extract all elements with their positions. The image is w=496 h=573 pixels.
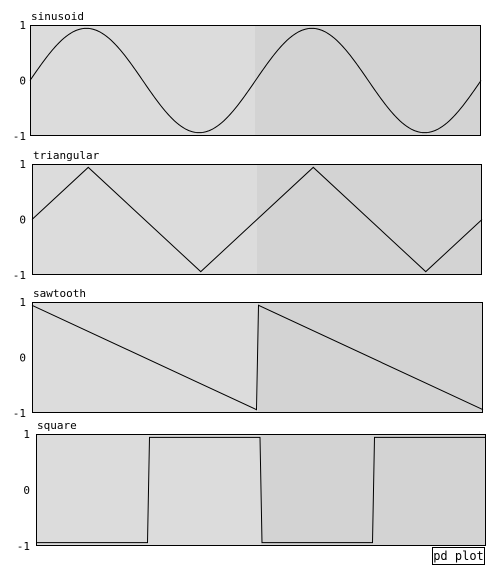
series-line bbox=[29, 27, 482, 134]
series-line bbox=[36, 436, 485, 544]
y-tick-label: -1 bbox=[17, 540, 30, 553]
y-tick-label: 0 bbox=[19, 75, 26, 88]
plot-sawtooth: sawtooth 1 0 -1 bbox=[13, 287, 484, 420]
pd-plot-button[interactable]: pd plot bbox=[432, 547, 485, 565]
plot-frame bbox=[30, 25, 481, 136]
y-tick-label: 0 bbox=[23, 484, 30, 497]
plot-frame bbox=[36, 434, 486, 546]
plot-frame bbox=[32, 164, 482, 275]
plot-title: square bbox=[37, 419, 77, 432]
y-tick-label: -1 bbox=[13, 407, 26, 420]
y-tick-label: 1 bbox=[23, 428, 30, 441]
plot-frame bbox=[32, 302, 483, 413]
y-tick-label: -1 bbox=[13, 130, 26, 143]
plot-title: triangular bbox=[33, 149, 100, 162]
y-tick-label: 0 bbox=[19, 352, 26, 365]
series-line bbox=[31, 166, 483, 273]
plot-title: sinusoid bbox=[31, 10, 84, 23]
y-tick-label: 1 bbox=[19, 19, 26, 32]
y-tick-label: 1 bbox=[19, 158, 26, 171]
plot-square: square 1 0 -1 bbox=[17, 419, 486, 553]
y-tick-label: 0 bbox=[19, 214, 26, 227]
y-tick-label: 1 bbox=[19, 296, 26, 309]
plot-sinusoid: sinusoid 1 0 -1 bbox=[13, 10, 482, 143]
plot-triangular: triangular 1 0 -1 bbox=[13, 149, 483, 282]
y-tick-label: -1 bbox=[13, 269, 26, 282]
series-line bbox=[31, 304, 484, 411]
plot-title: sawtooth bbox=[33, 287, 86, 300]
